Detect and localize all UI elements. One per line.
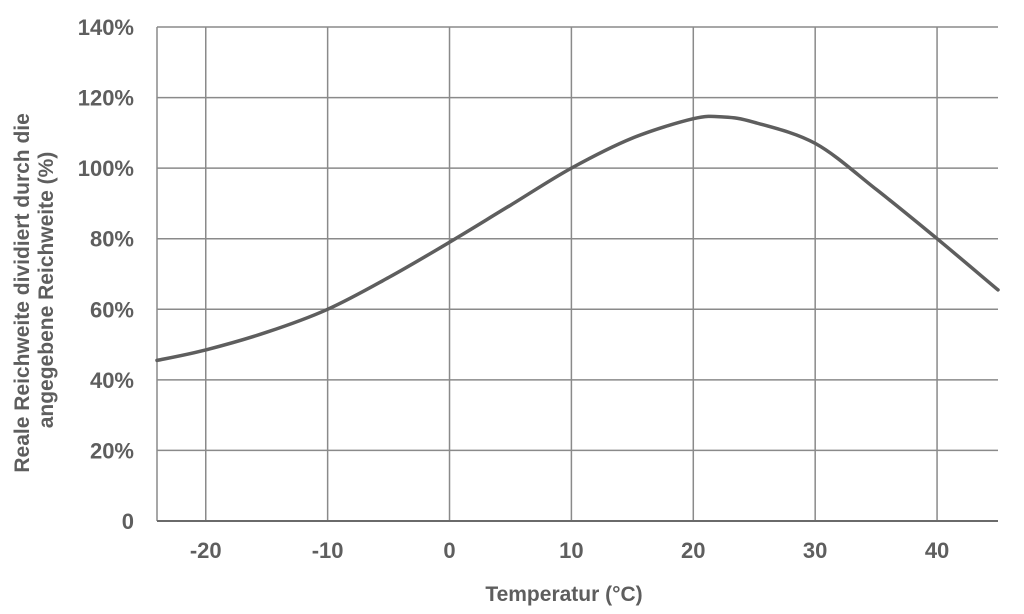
y-tick-label: 40% <box>90 368 134 393</box>
y-axis-title-line-1: Reale Reichweite dividiert durch die <box>11 113 34 472</box>
y-tick-label: 0 <box>122 509 134 534</box>
x-tick-label: 10 <box>559 538 583 563</box>
series <box>155 114 1000 363</box>
y-tick-label: 100% <box>78 156 134 181</box>
y-tick-label: 120% <box>78 86 134 111</box>
x-tick-label: 40 <box>925 538 949 563</box>
series-line <box>155 114 1000 363</box>
x-tick-label: -10 <box>312 538 344 563</box>
x-tick-label: 30 <box>803 538 827 563</box>
x-tick-label: 0 <box>443 538 455 563</box>
y-tick-label: 60% <box>90 297 134 322</box>
tick-labels: 0 20% 40% 60% 80% 100% 120% 140% -20 -10 0 10 20 30 40 <box>78 15 950 563</box>
axes <box>156 27 998 522</box>
y-tick-label: 80% <box>90 227 134 252</box>
y-axis-title: Reale Reichweite dividiert durch die ang… <box>11 107 58 472</box>
y-tick-label: 140% <box>78 15 134 40</box>
y-axis-title-line-2: angegebene Reichweite (%) <box>35 152 58 429</box>
grid <box>157 26 998 521</box>
x-tick-label: -20 <box>190 538 222 563</box>
x-tick-label: 20 <box>681 538 705 563</box>
y-tick-label: 20% <box>90 438 134 463</box>
x-axis-title: Temperatur (°C) <box>485 583 642 606</box>
